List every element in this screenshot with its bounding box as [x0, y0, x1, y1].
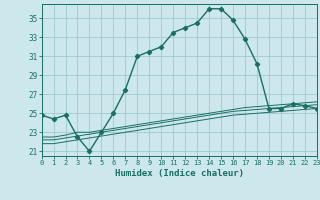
- X-axis label: Humidex (Indice chaleur): Humidex (Indice chaleur): [115, 169, 244, 178]
